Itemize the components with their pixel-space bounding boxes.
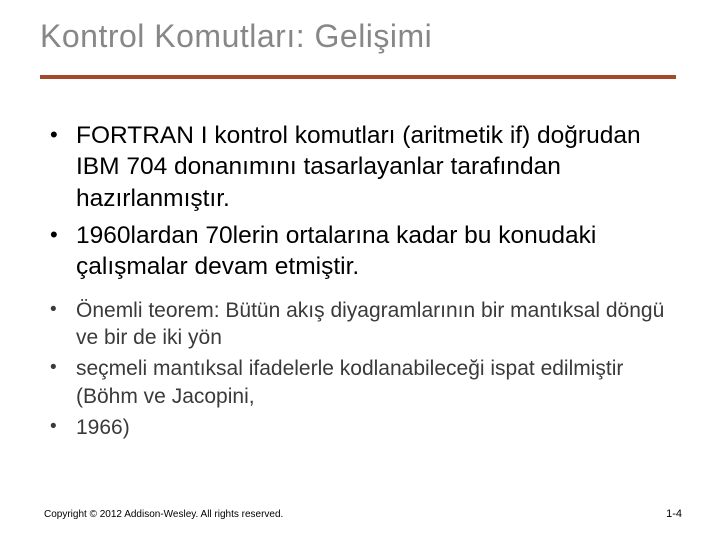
- list-item: 1960lardan 70lerin ortalarına kadar bu k…: [44, 220, 674, 283]
- list-item: FORTRAN I kontrol komutları (aritmetik i…: [44, 120, 674, 214]
- slide-title: Kontrol Komutları: Gelişimi: [40, 18, 680, 55]
- list-item: 1966): [44, 414, 674, 441]
- bullet-list-primary: FORTRAN I kontrol komutları (aritmetik i…: [44, 120, 674, 283]
- bullet-list-secondary: Önemli teorem: Bütün akış diyagramlarını…: [44, 297, 674, 441]
- copyright-text: Copyright © 2012 Addison-Wesley. All rig…: [44, 509, 283, 520]
- title-underline: [40, 75, 676, 79]
- list-item: seçmeli mantıksal ifadelerle kodlanabile…: [44, 355, 674, 410]
- slide-body: FORTRAN I kontrol komutları (aritmetik i…: [44, 120, 674, 445]
- list-item: Önemli teorem: Bütün akış diyagramlarını…: [44, 297, 674, 352]
- page-number: 1-4: [666, 508, 682, 520]
- slide: Kontrol Komutları: Gelişimi FORTRAN I ko…: [0, 0, 720, 540]
